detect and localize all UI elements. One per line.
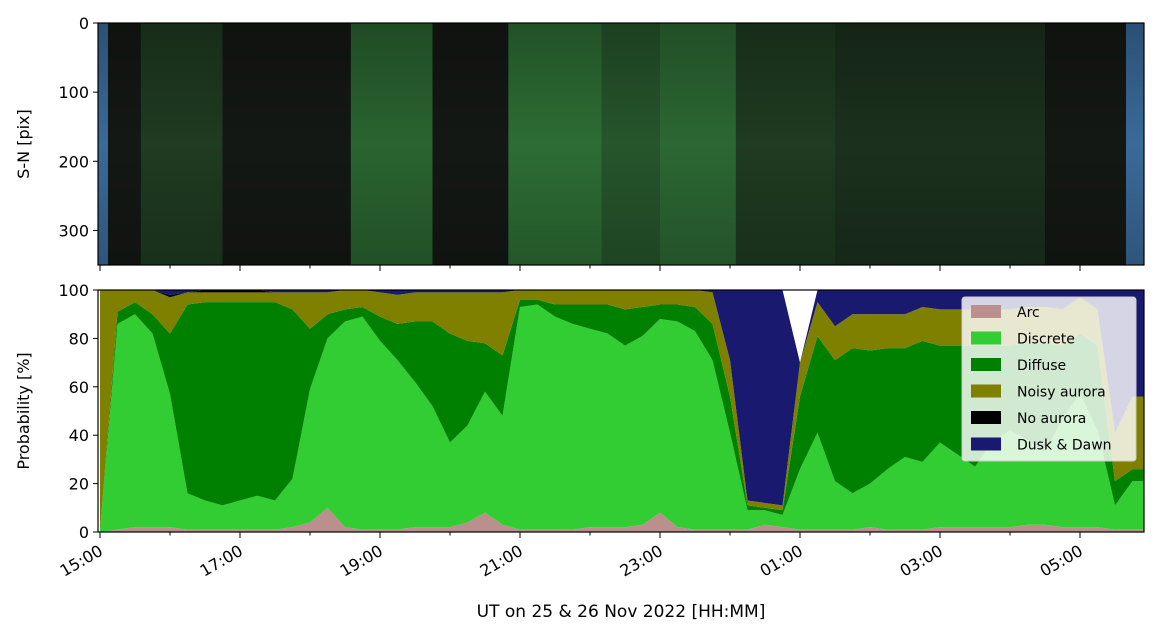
probability-y-tick-label: 60 xyxy=(69,378,89,397)
keogram-y-tick-label: 100 xyxy=(58,83,89,102)
probability-y-tick-label: 0 xyxy=(79,523,89,542)
probability-y-label: Probability [%] xyxy=(14,352,33,469)
keogram-y-tick-label: 0 xyxy=(79,14,89,33)
keogram-frame xyxy=(97,22,1145,266)
x-tick-label: 17:00 xyxy=(197,541,246,581)
keogram-shading xyxy=(98,23,1144,265)
probability-x-axis: 15:00 17:00 19:00 21:00 23:00 01:00 03:00 05:00 xyxy=(57,532,1086,581)
x-tick-label: 19:00 xyxy=(337,541,386,581)
legend-swatch xyxy=(971,411,1001,424)
x-axis-label: UT on 25 & 26 Nov 2022 [HH:MM] xyxy=(477,602,766,622)
x-tick-label: 01:00 xyxy=(757,541,806,581)
keogram-panel: 0 100 200 300 S-N [pix] xyxy=(14,14,1145,271)
legend-swatch xyxy=(971,331,1001,345)
x-tick-label: 15:00 xyxy=(57,541,106,581)
legend-label: Dusk & Dawn xyxy=(1017,438,1112,454)
keogram-y-tick-label: 200 xyxy=(58,152,89,171)
legend-swatch xyxy=(971,384,1001,398)
keogram-y-label: S-N [pix] xyxy=(14,109,33,179)
legend-swatch xyxy=(971,437,1001,451)
x-tick-label: 05:00 xyxy=(1037,541,1086,581)
keogram-x-ticks xyxy=(99,265,1081,271)
probability-y-tick-label: 80 xyxy=(69,329,89,348)
probability-y-tick-label: 40 xyxy=(69,426,89,445)
legend-label: No aurora xyxy=(1017,411,1086,427)
keogram-y-axis: 0 100 200 300 xyxy=(58,14,98,240)
probability-y-tick-label: 100 xyxy=(58,281,89,300)
probability-panel: 0 20 40 60 80 100 15:00 17:00 19:00 21:00 23:00 01… xyxy=(14,281,1145,622)
probability-y-tick-label: 20 xyxy=(69,475,89,494)
legend-swatch xyxy=(971,358,1001,371)
legend-label: Discrete xyxy=(1017,332,1075,348)
legend-label: Diffuse xyxy=(1017,358,1066,374)
x-tick-label: 03:00 xyxy=(897,541,946,581)
probability-frame xyxy=(97,289,1145,533)
legend: Arc Discrete Diffuse Noisy aurora No aurora D… xyxy=(961,296,1137,462)
legend-box xyxy=(961,296,1137,462)
x-tick-label: 21:00 xyxy=(477,541,526,581)
x-tick-label: 23:00 xyxy=(617,541,666,581)
area-discrete xyxy=(100,304,1144,532)
probability-y-axis: 0 20 40 60 80 100 xyxy=(58,281,98,542)
area-diffuse xyxy=(100,299,1144,532)
legend-label: Noisy aurora xyxy=(1017,385,1106,401)
legend-label: Arc xyxy=(1017,305,1040,321)
keogram-y-tick-label: 300 xyxy=(58,221,89,240)
legend-swatch xyxy=(971,305,1001,318)
